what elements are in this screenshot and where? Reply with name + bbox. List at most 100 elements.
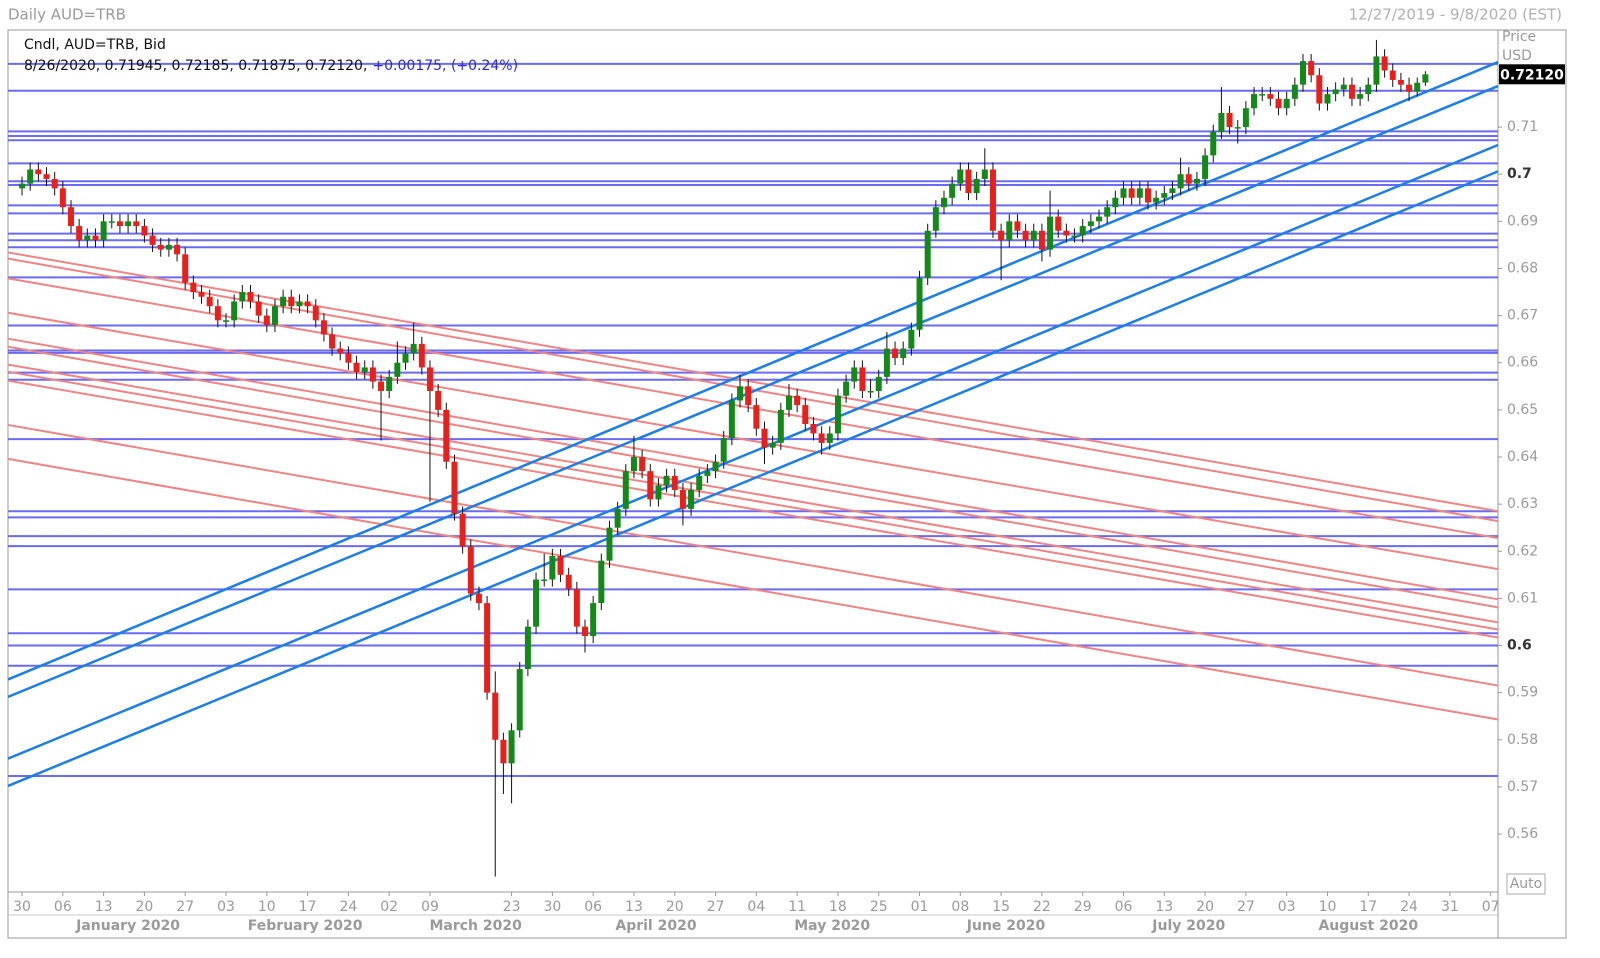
- scale-mode-box[interactable]: [1506, 873, 1546, 895]
- candle-body: [67, 207, 74, 227]
- down-trendline: [7, 423, 1499, 687]
- candle-body: [1055, 216, 1062, 231]
- candle-body: [116, 221, 123, 227]
- candle-body: [190, 282, 197, 293]
- ohlc-values: 8/26/2020, 0.71945, 0.72185, 0.71875, 0.…: [24, 58, 367, 74]
- candle-body: [1226, 112, 1233, 128]
- candle-body: [859, 367, 866, 392]
- candle-body: [288, 296, 295, 307]
- candle-body: [345, 353, 352, 363]
- candle-body: [908, 329, 915, 349]
- x-tick-label: 07: [1482, 899, 1500, 915]
- candle-body: [1308, 61, 1315, 76]
- candle-body: [500, 739, 507, 764]
- x-tick-label: 20: [1196, 899, 1214, 915]
- candle-body: [1185, 174, 1192, 184]
- candle-body: [973, 178, 980, 194]
- candle-body: [426, 367, 433, 392]
- candle-body: [745, 386, 752, 406]
- candle-body: [639, 456, 646, 472]
- candle-body: [394, 362, 401, 377]
- x-tick-label: 24: [1400, 899, 1418, 915]
- candle-body: [1022, 230, 1029, 241]
- candle-body: [663, 475, 670, 486]
- candle-body: [785, 395, 792, 410]
- candles-layer: [19, 39, 1429, 877]
- candle-body: [1251, 94, 1258, 109]
- candle-body: [981, 169, 988, 179]
- candle-body: [27, 169, 34, 184]
- candle-body: [1030, 230, 1037, 241]
- labels-layer: 0.56 0.57 0.58 0.59 0.6 0.61 0.62 0.63 0.64 0.65 0…: [13, 64, 1565, 934]
- y-tick-label: 0.7: [1507, 166, 1532, 182]
- candle-body: [737, 386, 744, 401]
- x-tick-label: 06: [584, 899, 602, 915]
- candle-body: [753, 405, 760, 429]
- candle-body: [1096, 216, 1103, 222]
- candle-body: [174, 244, 181, 255]
- candle-body: [1169, 188, 1176, 194]
- candle-body: [1071, 235, 1078, 237]
- candle-body: [361, 367, 368, 373]
- candle-body: [1136, 188, 1143, 198]
- plot-frame: [7, 29, 1499, 893]
- candle-body: [435, 391, 442, 410]
- candle-body: [133, 221, 140, 227]
- x-tick-label: 03: [1278, 899, 1296, 915]
- candle-body: [875, 376, 882, 392]
- x-tick-label: 03: [217, 899, 235, 915]
- candle-body: [557, 555, 564, 575]
- candle-body: [794, 395, 801, 406]
- candle-body: [459, 513, 466, 547]
- y-tick-label: 0.68: [1507, 260, 1538, 276]
- candle-body: [949, 183, 956, 198]
- candle-body: [549, 555, 556, 580]
- x-tick-label: 17: [299, 899, 317, 915]
- candle-body: [402, 353, 409, 363]
- candle-body: [312, 306, 319, 321]
- candle-body: [916, 277, 923, 330]
- candle-body: [271, 306, 278, 326]
- y-tick-label: 0.63: [1507, 496, 1538, 512]
- candle-body: [696, 475, 703, 490]
- x-tick-label: 17: [1359, 899, 1377, 915]
- month-label: July 2020: [1151, 918, 1225, 934]
- scale-mode[interactable]: Auto: [1510, 876, 1543, 892]
- candle-body: [1397, 79, 1404, 85]
- candle-body: [1218, 112, 1225, 132]
- candle-body: [108, 221, 115, 223]
- candle-body: [1202, 155, 1209, 179]
- last-price-label: 0.72120: [1500, 67, 1564, 83]
- down-trendline: [7, 370, 1499, 631]
- candle-body: [19, 183, 26, 189]
- candle-body: [826, 433, 833, 443]
- candle-body: [353, 362, 360, 373]
- candle-body: [606, 527, 613, 561]
- candle-body: [1038, 230, 1045, 250]
- candle-body: [989, 169, 996, 231]
- candle-body: [475, 593, 482, 604]
- x-tick-label: 06: [1115, 899, 1133, 915]
- candle-body: [320, 320, 327, 335]
- candle-body: [410, 343, 417, 354]
- month-label: May 2020: [794, 918, 870, 934]
- candle-body: [1332, 89, 1339, 95]
- down-trendline: [7, 379, 1499, 639]
- candle-body: [1267, 94, 1274, 99]
- candle-body: [84, 235, 91, 241]
- candle-body: [255, 301, 262, 316]
- info-line: 8/26/2020, 0.71945, 0.72185, 0.71875, 0.…: [24, 58, 518, 74]
- candle-body: [541, 579, 548, 582]
- candle-body: [165, 244, 172, 250]
- x-tick-label: 06: [54, 899, 72, 915]
- candle-body: [932, 207, 939, 231]
- candle-body: [688, 489, 695, 509]
- x-tick-label: 27: [1237, 899, 1255, 915]
- x-tick-label: 27: [176, 899, 194, 915]
- candle-body: [998, 230, 1005, 241]
- candle-body: [1340, 84, 1347, 90]
- y-tick-label: 0.58: [1507, 732, 1538, 748]
- candle-body: [1128, 188, 1135, 198]
- candle-body: [1144, 188, 1151, 203]
